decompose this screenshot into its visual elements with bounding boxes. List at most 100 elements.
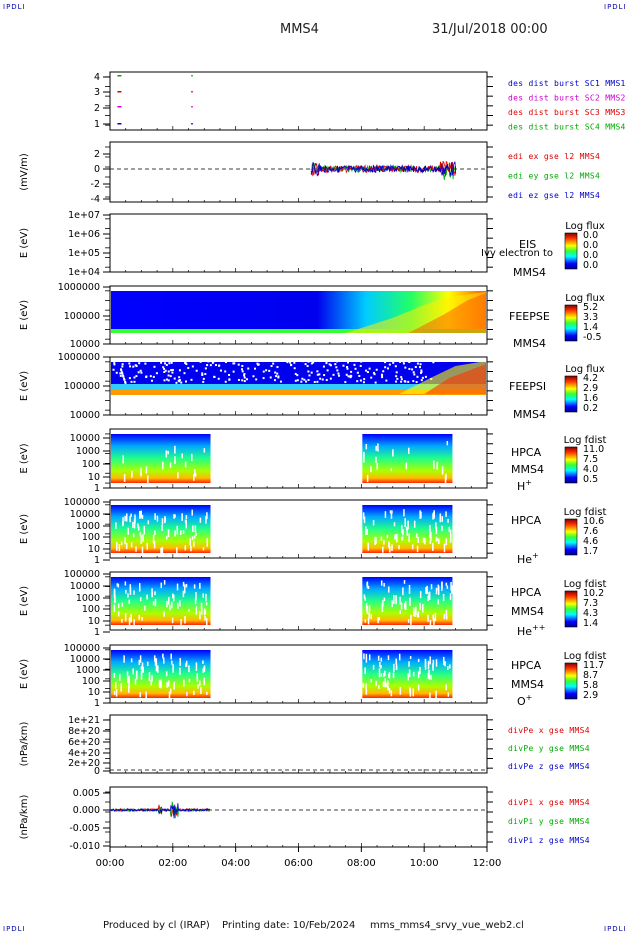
- hpca-gap-pixel: [117, 583, 120, 588]
- hpca-gap-pixel: [372, 520, 375, 526]
- feepsi-gap-pixel: [120, 369, 123, 372]
- species-label: H+: [517, 478, 532, 493]
- hpca-gap-pixel: [200, 687, 202, 694]
- y-tick-label: 0: [94, 164, 100, 175]
- feepsi-gap-pixel: [280, 380, 283, 383]
- hpca-gap-pixel: [436, 461, 438, 470]
- hpca-gap-pixel: [449, 529, 452, 537]
- hpca-gap-pixel: [415, 606, 417, 615]
- feepsi-gap-pixel: [395, 375, 398, 378]
- hpca-gap-pixel: [117, 603, 120, 609]
- hpca-gap-pixel: [426, 585, 428, 595]
- hpca-gap-pixel: [417, 658, 420, 662]
- y-axis-label: E (eV): [19, 586, 30, 616]
- hpca-gap-pixel: [183, 584, 186, 594]
- feepsi-gap-pixel: [400, 380, 403, 383]
- feepsi-gap-pixel: [199, 360, 202, 363]
- feepsi-gap-pixel: [411, 368, 414, 371]
- colorbar: [564, 662, 578, 700]
- feepsi-gap-pixel: [365, 369, 368, 372]
- hpca-gap-pixel: [195, 662, 198, 671]
- feepsi-gap-pixel: [366, 371, 369, 374]
- x-tick-label: 02:00: [158, 858, 187, 869]
- y-tick-label: 100000: [64, 643, 100, 654]
- colorbar-tick-label: 0.0: [583, 230, 598, 241]
- hpca-gap-pixel: [157, 665, 159, 673]
- hpca-gap-pixel: [129, 516, 131, 523]
- feepsi-gap-pixel: [306, 365, 309, 368]
- hpca-gap-pixel: [442, 593, 445, 602]
- hpca-gap-pixel: [115, 522, 117, 530]
- feepsi-gap-pixel: [164, 362, 167, 365]
- y-axis-label: (nPa/km): [19, 795, 30, 840]
- hpca-gap-pixel: [154, 598, 157, 607]
- hpca-gap-pixel: [430, 584, 433, 590]
- feepsi-gap-pixel: [140, 371, 143, 374]
- feepsi-gap-pixel: [394, 365, 397, 368]
- hpca-gap-pixel: [395, 666, 398, 670]
- y-tick-label: 10000: [70, 581, 100, 592]
- hpca-gap-pixel: [364, 667, 366, 675]
- hpca-gap-pixel: [173, 681, 175, 690]
- feepsi-gap-pixel: [374, 381, 377, 384]
- x-tick-label: 10:00: [410, 858, 439, 869]
- colorbar-tick-label: 4.6: [583, 536, 598, 547]
- instrument-label: EIS: [519, 238, 536, 251]
- burst-marker: [191, 75, 193, 77]
- colorbar-tick-label: 5.2: [583, 302, 598, 313]
- y-axis-label: (mV/m): [19, 153, 30, 191]
- hpca-gap-pixel: [160, 547, 162, 557]
- hpca-gap-pixel: [435, 587, 438, 595]
- hpca-gap-pixel: [394, 534, 396, 540]
- instrument-extra-label: Ivy electron to: [481, 248, 553, 259]
- hpca-gap-pixel: [125, 589, 127, 594]
- legend-entry: divPi z gse MMS4: [508, 836, 590, 845]
- hpca-gap-pixel: [147, 520, 150, 525]
- hpca-gap-pixel: [364, 619, 367, 623]
- hpca-gap-pixel: [150, 679, 152, 686]
- hpca-gap-pixel: [435, 522, 437, 529]
- feepsi-gap-pixel: [243, 374, 246, 377]
- burst-marker: [191, 123, 193, 125]
- y-axis-label: (nPa/km): [19, 722, 30, 767]
- hpca-gap-pixel: [154, 591, 156, 596]
- y-tick-label: 100000: [64, 311, 100, 322]
- colorbar-title: Log fdist: [564, 507, 607, 518]
- species-label: O+: [517, 693, 532, 708]
- hpca-gap-pixel: [194, 525, 197, 533]
- feepsi-gap-pixel: [190, 378, 193, 381]
- hpca-gap-pixel: [366, 581, 369, 589]
- hpca-gap-pixel: [167, 450, 169, 455]
- feepsi-gap-pixel: [130, 380, 133, 383]
- feepsi-gap-pixel: [219, 369, 222, 372]
- feepsi-gap-pixel: [316, 370, 319, 373]
- feepsi-gap-pixel: [355, 360, 358, 363]
- hpca-gap-pixel: [126, 671, 129, 677]
- colorbar: [564, 446, 578, 484]
- hpca-gap-pixel: [184, 519, 187, 523]
- hpca-gap-pixel: [129, 587, 132, 595]
- feepsi-gap-pixel: [201, 372, 204, 375]
- hpca-gap-pixel: [427, 660, 430, 670]
- hpca-gap-pixel: [441, 516, 443, 522]
- hpca-gap-pixel: [399, 596, 401, 605]
- hpca-gap-pixel: [172, 664, 174, 673]
- hpca-gap-pixel: [432, 512, 435, 519]
- feepsi-gap-pixel: [241, 379, 244, 382]
- hpca-gap-pixel: [154, 661, 157, 666]
- feepsi-gap-pixel: [243, 372, 246, 375]
- hpca-gap-pixel: [160, 582, 163, 589]
- feepsi-gap-pixel: [211, 361, 214, 364]
- y-axis-label: E (eV): [19, 514, 30, 544]
- legend-entry: des dist burst SC2 MMS2: [508, 94, 626, 103]
- hpca-gap-pixel: [378, 617, 381, 621]
- feepsi-gap-pixel: [400, 378, 403, 381]
- hpca-gap-pixel: [138, 614, 140, 620]
- hpca-gap-pixel: [139, 597, 142, 602]
- hpca-gap-pixel: [401, 536, 403, 541]
- hpca-gap-pixel: [168, 691, 171, 700]
- feepsi-gap-pixel: [385, 379, 388, 382]
- hpca-gap-pixel: [195, 606, 198, 615]
- hpca-gap-pixel: [161, 546, 164, 556]
- feepsi-gap-pixel: [332, 373, 335, 376]
